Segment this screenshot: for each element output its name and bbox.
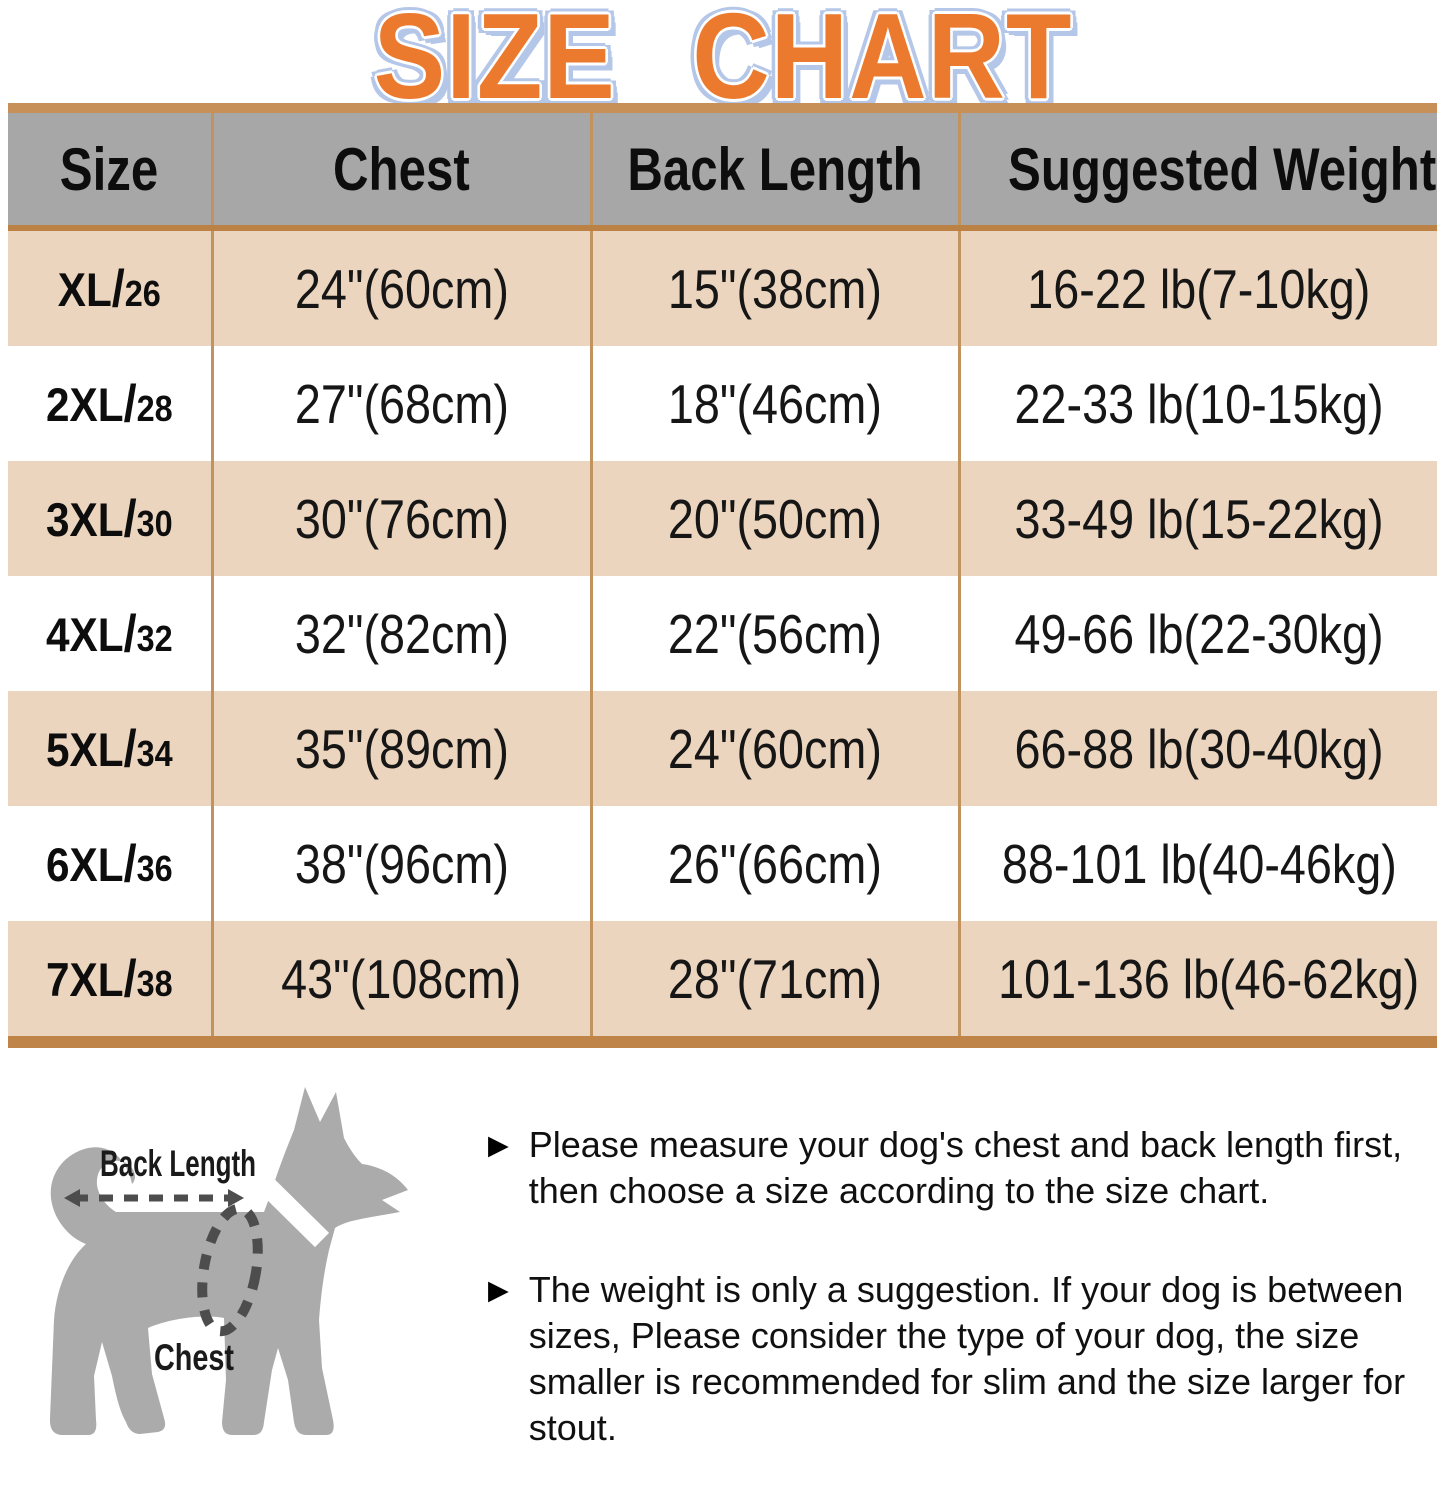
back-length-arrow-right bbox=[228, 1189, 244, 1207]
cell-size: 6XL/36 bbox=[46, 834, 173, 893]
bullet-triangle-icon: ▶ bbox=[488, 1275, 509, 1305]
cell-back-length: 15"(38cm) bbox=[589, 228, 960, 346]
table-row: 7XL/38 43"(108cm) 28"(71cm) 101-136 lb(4… bbox=[8, 921, 1437, 1042]
cell-size: 5XL/34 bbox=[46, 719, 173, 778]
chest-measure-ellipse bbox=[197, 1203, 263, 1337]
note-text: The weight is only a suggestion. If your… bbox=[528, 1269, 1406, 1448]
bullet-triangle-icon: ▶ bbox=[488, 1130, 509, 1160]
cell-weight: 16-22 lb(7-10kg) bbox=[958, 228, 1437, 346]
cell-size: 7XL/38 bbox=[46, 949, 173, 1008]
cell-chest: 30"(76cm) bbox=[210, 461, 592, 576]
cell-weight: 101-136 lb(46-62kg) bbox=[958, 921, 1437, 1042]
size-chart-table-container: Size Chest Back Length Suggested Weight … bbox=[8, 103, 1437, 1048]
cell-back-length: 20"(50cm) bbox=[589, 461, 960, 576]
cell-weight: 88-101 lb(40-46kg) bbox=[958, 806, 1437, 921]
header-chest: Chest bbox=[210, 108, 592, 231]
table-row: 5XL/34 35"(89cm) 24"(60cm) 66-88 lb(30-4… bbox=[8, 691, 1437, 806]
collar-band bbox=[247, 1166, 330, 1248]
table-row: 4XL/32 32"(82cm) 22"(56cm) 49-66 lb(22-3… bbox=[8, 576, 1437, 691]
back-length-label: Back Length bbox=[100, 1143, 256, 1184]
table-row: 3XL/30 30"(76cm) 20"(50cm) 33-49 lb(15-2… bbox=[8, 461, 1437, 576]
table-row: XL/26 24"(60cm) 15"(38cm) 16-22 lb(7-10k… bbox=[8, 228, 1437, 346]
cell-back-length: 26"(66cm) bbox=[589, 806, 960, 921]
table-row: 2XL/28 27"(68cm) 18"(46cm) 22-33 lb(10-1… bbox=[8, 346, 1437, 461]
header-back-length: Back Length bbox=[589, 108, 960, 231]
cell-weight: 22-33 lb(10-15kg) bbox=[958, 346, 1437, 461]
cell-size: 4XL/32 bbox=[46, 604, 173, 663]
cell-chest: 35"(89cm) bbox=[210, 691, 592, 806]
note-weight-suggestion: ▶ The weight is only a suggestion. If yo… bbox=[488, 1267, 1438, 1451]
table-header-row: Size Chest Back Length Suggested Weight bbox=[8, 108, 1437, 231]
back-length-arrow-left bbox=[64, 1189, 80, 1207]
cell-weight: 66-88 lb(30-40kg) bbox=[958, 691, 1437, 806]
cell-chest: 38"(96cm) bbox=[210, 806, 592, 921]
cell-chest: 27"(68cm) bbox=[210, 346, 592, 461]
cell-weight: 49-66 lb(22-30kg) bbox=[958, 576, 1437, 691]
cell-back-length: 24"(60cm) bbox=[589, 691, 960, 806]
size-chart-table: Size Chest Back Length Suggested Weight … bbox=[8, 103, 1437, 1048]
cell-size: 3XL/30 bbox=[46, 489, 173, 548]
cell-chest: 32"(82cm) bbox=[210, 576, 592, 691]
dog-silhouette bbox=[49, 1087, 408, 1435]
cell-weight: 33-49 lb(15-22kg) bbox=[958, 461, 1437, 576]
chest-label: Chest bbox=[154, 1337, 234, 1378]
notes-section: ▶ Please measure your dog's chest and ba… bbox=[488, 1122, 1438, 1504]
header-size: Size bbox=[8, 108, 213, 231]
header-suggested-weight: Suggested Weight bbox=[958, 108, 1437, 231]
cell-chest: 24"(60cm) bbox=[210, 228, 592, 346]
cell-size: XL/26 bbox=[57, 259, 161, 318]
cell-back-length: 22"(56cm) bbox=[589, 576, 960, 691]
note-measure-first: ▶ Please measure your dog's chest and ba… bbox=[488, 1122, 1438, 1214]
cell-back-length: 18"(46cm) bbox=[589, 346, 960, 461]
note-text: Please measure your dog's chest and back… bbox=[528, 1124, 1403, 1211]
cell-back-length: 28"(71cm) bbox=[589, 921, 960, 1042]
cell-size: 2XL/28 bbox=[46, 374, 173, 433]
dog-measurement-diagram: Back Length Chest bbox=[49, 1087, 408, 1435]
table-row: 6XL/36 38"(96cm) 26"(66cm) 88-101 lb(40-… bbox=[8, 806, 1437, 921]
cell-chest: 43"(108cm) bbox=[210, 921, 592, 1042]
